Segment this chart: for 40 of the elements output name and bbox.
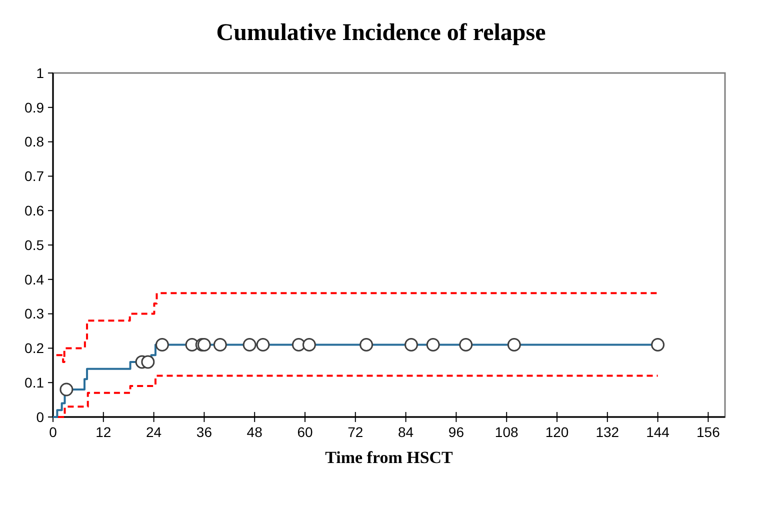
x-tick-label: 12 [96,424,112,440]
point [404,338,418,352]
y-tick-label: 0.2 [24,340,44,356]
x-tick-label: 72 [348,424,364,440]
x-tick-label: 36 [196,424,212,440]
x-tick-label: 24 [146,424,162,440]
x-axis-title: Time from HSCT [325,448,454,467]
y-tick-label: 0.6 [24,202,44,218]
point [507,338,521,352]
x-tick-label: 120 [545,424,569,440]
point [155,338,169,352]
point [60,382,74,396]
point [242,338,256,352]
y-tick-label: 0 [36,408,44,425]
y-tick-label: 0.8 [24,134,44,150]
point [256,338,270,352]
point [360,338,374,352]
x-tick-label: 96 [448,424,464,440]
x-tick-label: 132 [596,424,620,440]
point [141,355,155,369]
x-tick-label: 48 [246,424,263,440]
y-tick-label: 0.9 [24,99,44,116]
point [651,338,665,352]
x-tick-label: 0 [49,424,58,440]
y-tick-label: 0.3 [24,306,44,322]
x-tick-label: 156 [696,424,720,440]
y-tick-label: 1 [36,64,44,81]
point [426,338,440,352]
y-tick-label: 0.4 [24,271,44,288]
x-tick-label: 84 [398,424,414,440]
x-tick-label: 60 [297,424,313,440]
y-tick-label: 0.7 [24,168,44,184]
point [459,338,473,352]
point [302,338,316,352]
y-tick-label: 0.1 [24,374,44,390]
point [213,338,227,352]
x-tick-label: 144 [646,424,670,440]
chart-title: Cumulative Incidence of relapse [216,20,546,46]
x-tick-label: 108 [494,424,518,440]
y-tick-label: 0.5 [24,236,44,253]
